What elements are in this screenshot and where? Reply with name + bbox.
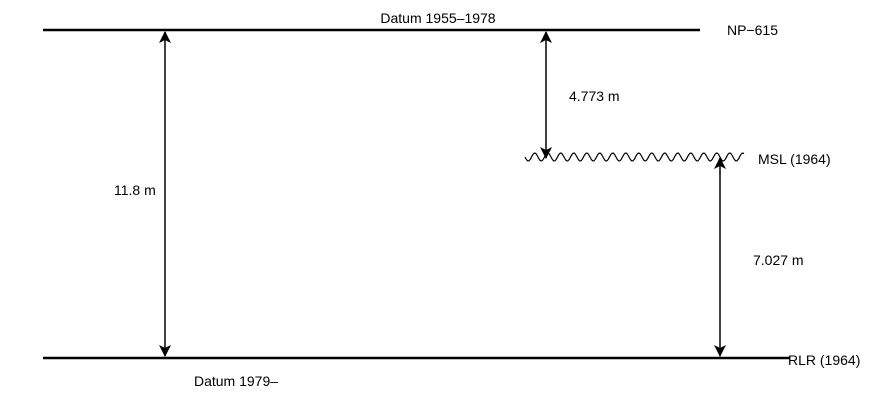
msl-to-rlr-measurement: 7.027 m	[753, 252, 804, 268]
np-615-label: NP−615	[727, 22, 778, 38]
upper-datum-label: Datum 1955–1978	[380, 10, 495, 26]
msl-wavy-line	[524, 152, 745, 162]
msl-label: MSL (1964)	[758, 151, 831, 167]
np-to-msl-measurement: 4.773 m	[569, 88, 620, 104]
rlr-label: RLR (1964)	[788, 352, 860, 368]
lower-datum-label: Datum 1979–	[194, 373, 278, 389]
total-height-measurement: 11.8 m	[114, 182, 156, 198]
